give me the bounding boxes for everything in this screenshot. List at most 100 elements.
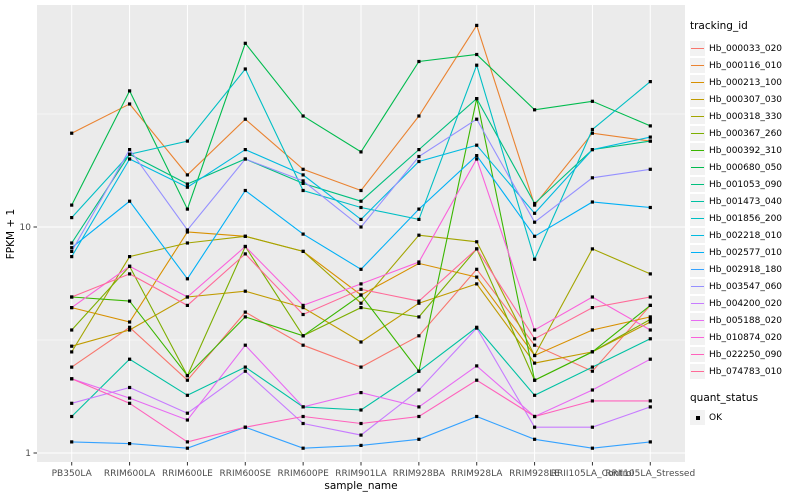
legend-entry: Hb_000213_100	[690, 74, 800, 91]
data-point	[533, 378, 537, 382]
data-point	[475, 364, 479, 368]
legend-key-swatch	[690, 313, 705, 328]
data-point	[417, 405, 421, 409]
legend-entries: Hb_000033_020 Hb_000116_010 Hb_000213_100 H…	[690, 40, 800, 380]
data-point	[359, 293, 363, 297]
data-point	[70, 365, 74, 369]
data-point	[359, 225, 363, 229]
data-point	[475, 240, 479, 244]
data-point	[185, 295, 189, 299]
data-point	[128, 157, 132, 161]
data-point	[185, 241, 189, 245]
data-point	[417, 437, 421, 441]
data-point	[301, 188, 305, 193]
data-point	[359, 150, 363, 154]
x-tick-label: RRIM600SE	[220, 469, 272, 479]
data-point	[128, 357, 132, 361]
data-point	[417, 148, 421, 152]
data-point	[590, 365, 594, 369]
data-point	[533, 257, 537, 261]
data-point	[417, 207, 421, 211]
legend-key-swatch	[690, 143, 705, 158]
data-point	[128, 299, 132, 303]
data-point	[359, 421, 363, 426]
data-point	[533, 414, 537, 419]
legend-line-icon	[691, 200, 704, 203]
legend-key-swatch	[690, 109, 705, 124]
data-point	[128, 152, 132, 156]
data-point	[417, 217, 421, 221]
legend-entry: Hb_000680_050	[690, 159, 800, 176]
data-point	[185, 411, 189, 415]
legend-entry-label: Hb_005188_020	[709, 315, 783, 326]
legend-entry: Hb_004200_020	[690, 295, 800, 312]
data-point	[648, 272, 652, 276]
legend-line-icon	[691, 47, 704, 50]
data-point	[243, 425, 247, 429]
legend-line-icon	[691, 234, 704, 237]
data-point	[359, 301, 363, 305]
legend-entry-label: Hb_010874_020	[709, 332, 783, 343]
data-point	[475, 117, 479, 121]
legend-entry: Hb_000033_020	[690, 40, 800, 57]
data-point	[533, 353, 537, 358]
data-point	[243, 67, 247, 71]
data-point	[70, 401, 74, 405]
legend-entry-label: Hb_074783_010	[709, 366, 783, 377]
legend-entry-label: Hb_004200_020	[709, 298, 783, 309]
data-point	[70, 350, 74, 354]
data-point	[648, 124, 652, 128]
legend-entry: Hb_002918_180	[690, 261, 800, 278]
data-point	[359, 217, 363, 221]
data-point	[359, 408, 363, 412]
legend-line-icon	[691, 251, 704, 254]
legend-entry-label: Hb_002577_010	[709, 247, 783, 258]
legend-entry-label: Hb_001856_200	[709, 213, 783, 224]
legend-entry-label: Hb_000033_020	[709, 43, 783, 54]
legend-line-icon	[691, 166, 704, 169]
data-point	[128, 102, 132, 106]
legend-key-swatch	[690, 75, 705, 90]
legend-entry: Hb_003547_060	[690, 278, 800, 295]
data-point	[301, 414, 305, 419]
data-point	[590, 295, 594, 299]
legend-line-icon	[691, 285, 704, 288]
data-point	[590, 446, 594, 450]
data-point	[128, 199, 132, 203]
x-tick-label: RRII105LA_Control	[551, 469, 634, 479]
legend-entry-label: Hb_000392_310	[709, 145, 783, 156]
data-point	[475, 378, 479, 382]
data-point	[243, 310, 247, 314]
data-point	[243, 252, 247, 256]
data-point	[590, 148, 594, 152]
data-point	[70, 377, 74, 381]
legend-key-swatch	[690, 347, 705, 362]
data-point	[185, 228, 189, 232]
legend-entry: Hb_022250_090	[690, 346, 800, 363]
data-point	[185, 139, 189, 143]
legend-entry: Hb_001856_200	[690, 210, 800, 227]
data-point	[475, 247, 479, 251]
data-point	[243, 244, 247, 249]
x-tick-label: RRIM928LA	[451, 469, 503, 479]
data-point	[301, 306, 305, 310]
data-point	[243, 234, 247, 238]
legend-key-swatch	[690, 262, 705, 277]
data-point	[128, 401, 132, 405]
data-point	[533, 203, 537, 207]
data-point	[417, 233, 421, 237]
data-point	[533, 361, 537, 365]
data-point	[185, 440, 189, 444]
legend-entry: Hb_010874_020	[690, 329, 800, 346]
data-point	[243, 188, 247, 193]
legend-key-swatch	[690, 296, 705, 311]
data-point	[417, 315, 421, 319]
data-point	[185, 378, 189, 382]
legend-entry: Hb_005188_020	[690, 312, 800, 329]
legend-key-quant	[690, 410, 705, 425]
data-point	[648, 440, 652, 444]
data-point	[70, 344, 74, 348]
data-point	[648, 315, 652, 319]
data-point	[417, 159, 421, 164]
data-point	[590, 131, 594, 135]
